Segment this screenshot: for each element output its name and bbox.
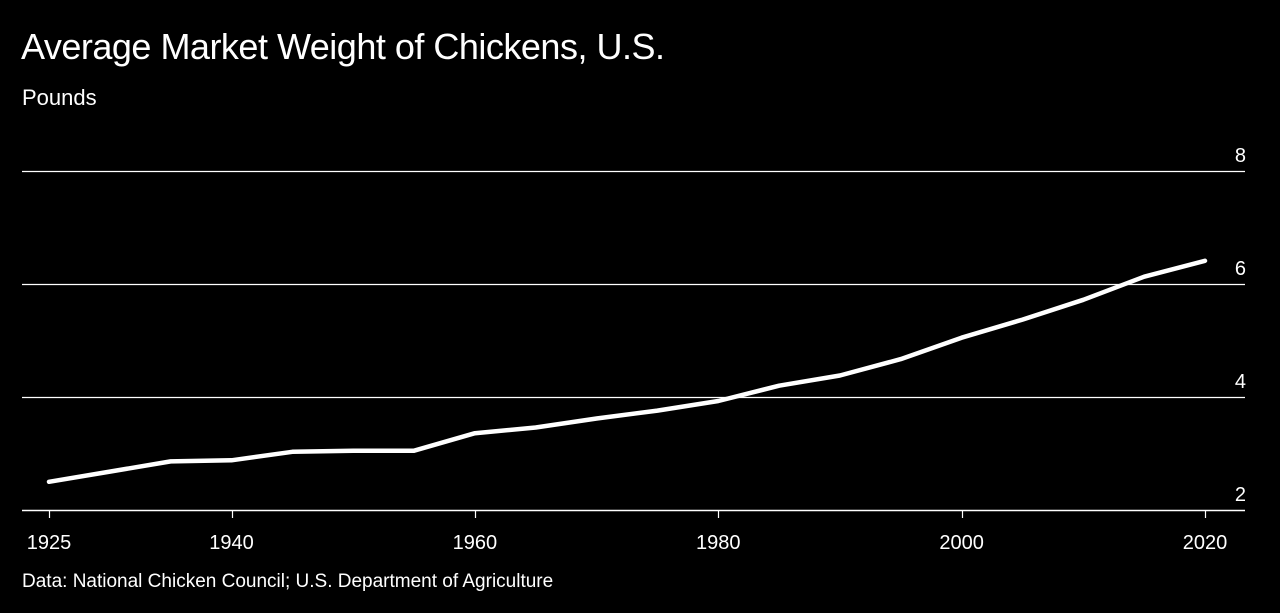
x-tick-label-1960: 1960 — [453, 532, 498, 554]
y-tick-label-2: 2 — [1235, 484, 1246, 506]
chart-title: Average Market Weight of Chickens, U.S. — [21, 26, 665, 67]
x-tick-label-2000: 2000 — [939, 532, 984, 554]
x-tick-label-2020: 2020 — [1183, 532, 1228, 554]
y-tick-label-8: 8 — [1235, 145, 1246, 167]
y-tick-label-6: 6 — [1235, 258, 1246, 280]
x-tick-label-1925: 1925 — [27, 532, 72, 554]
x-tick-label-1940: 1940 — [209, 532, 254, 554]
chart-source: Data: National Chicken Council; U.S. Dep… — [22, 571, 554, 592]
chart-subtitle: Pounds — [22, 85, 97, 110]
y-tick-label-4: 4 — [1235, 371, 1246, 393]
x-tick-label-1980: 1980 — [696, 532, 741, 554]
series-line-0 — [46, 258, 1208, 485]
